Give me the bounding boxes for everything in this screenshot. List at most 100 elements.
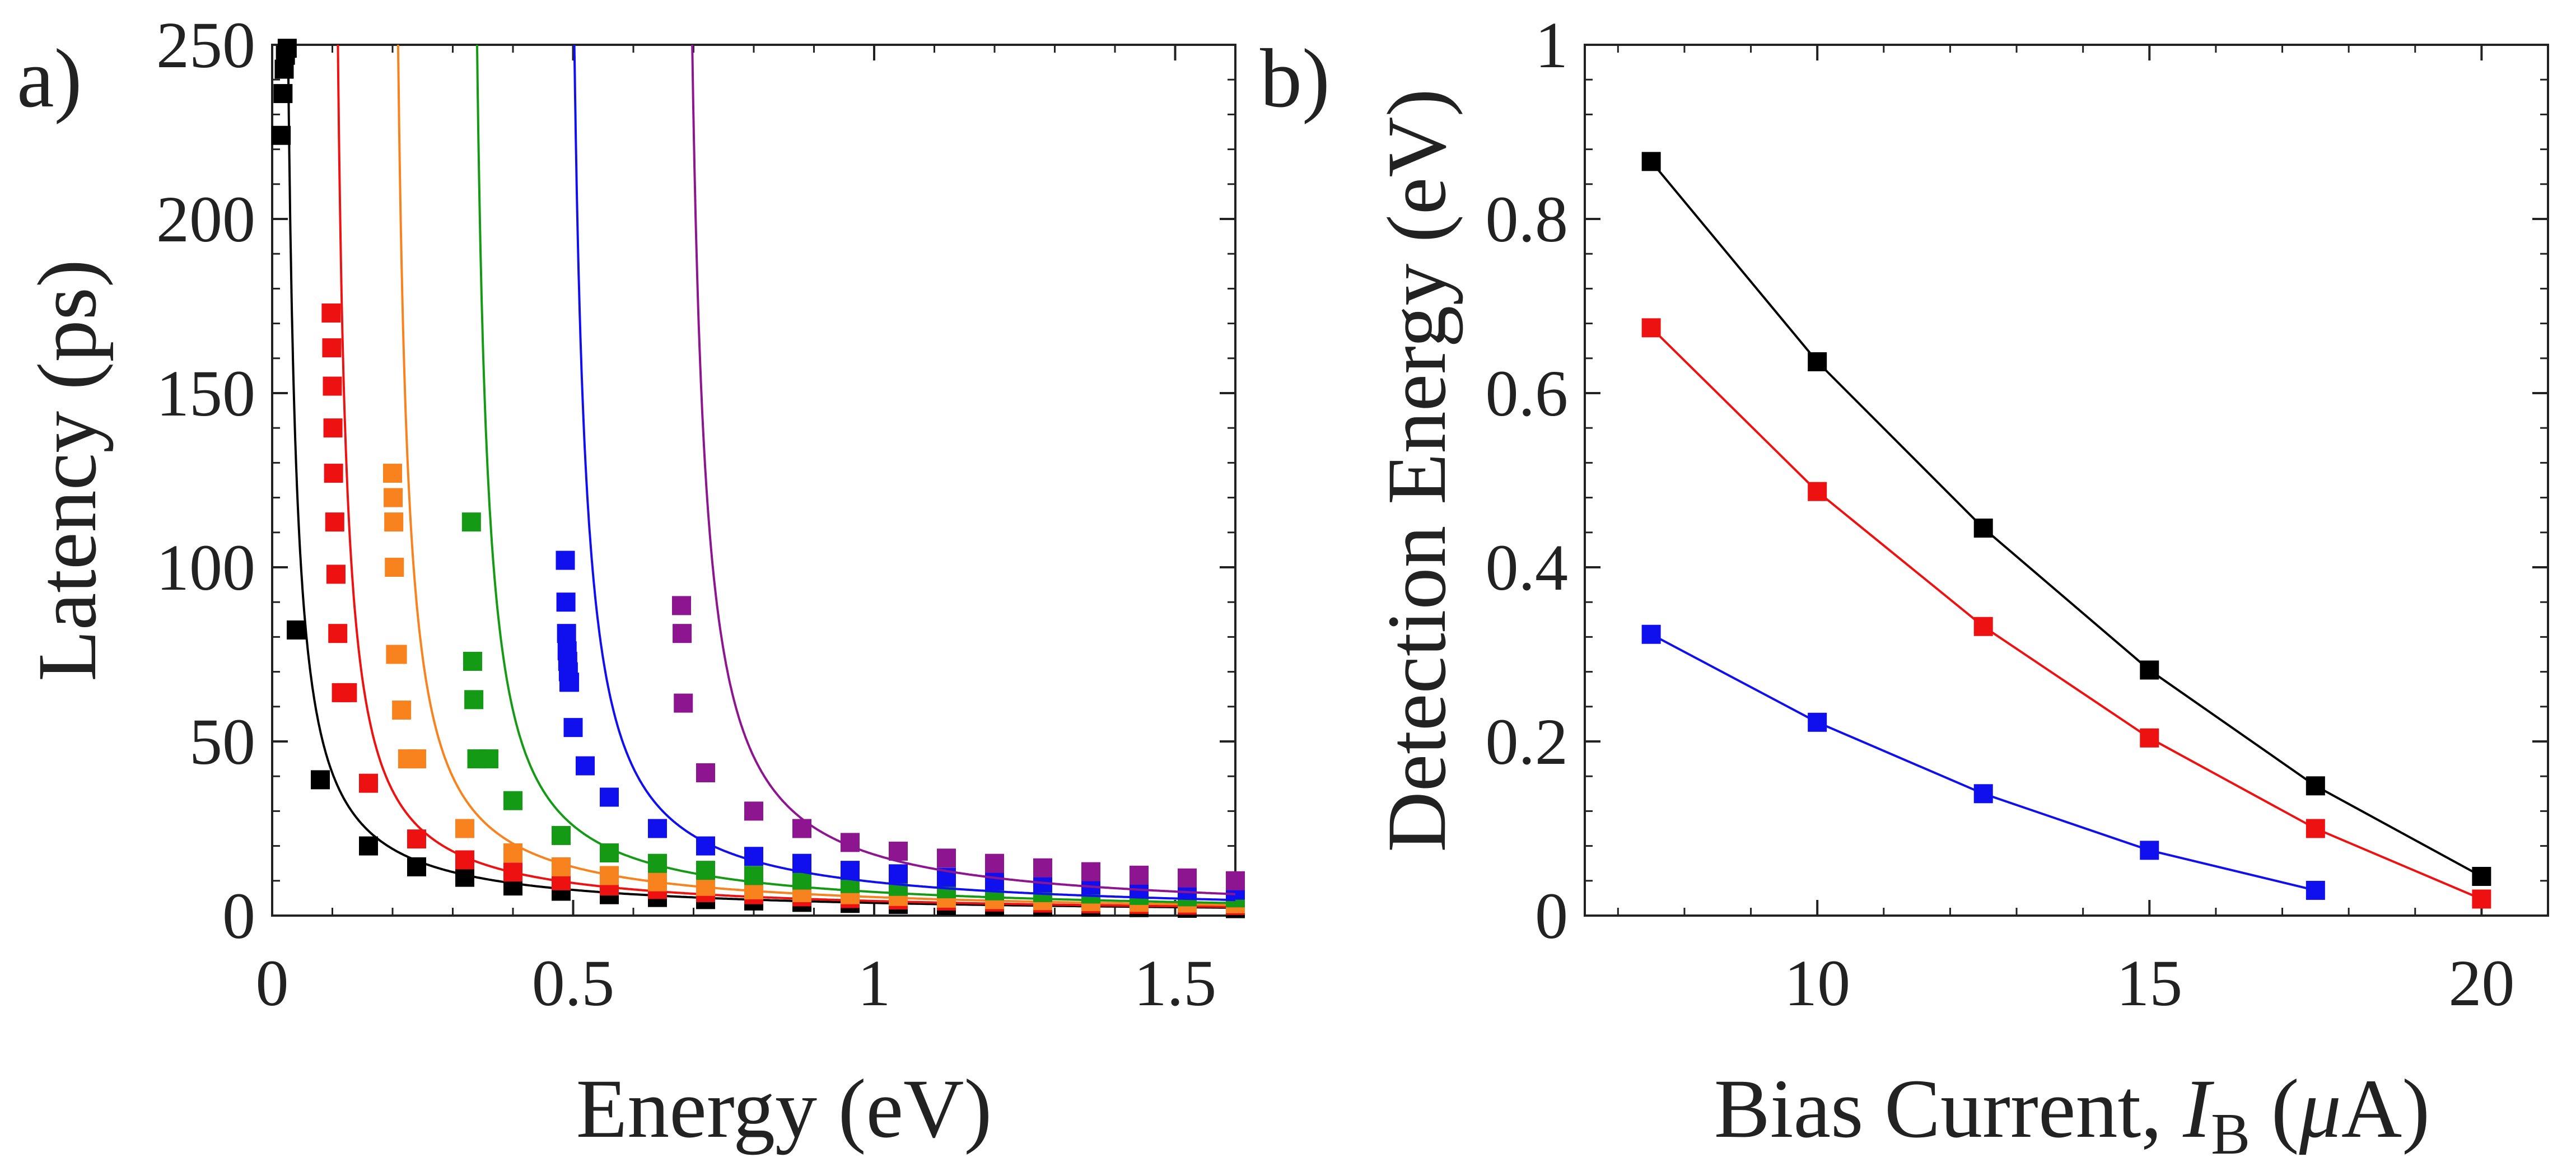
series-black-line bbox=[1650, 161, 2482, 878]
data-point-blue bbox=[557, 624, 576, 643]
data-point-blue bbox=[841, 861, 860, 880]
data-point-black bbox=[1641, 152, 1661, 171]
panel-b-x-tick-label: 20 bbox=[2448, 946, 2514, 1020]
data-point-blue bbox=[889, 864, 908, 884]
data-point-green bbox=[696, 861, 715, 880]
data-point-orange bbox=[407, 749, 426, 769]
data-point-black bbox=[2140, 660, 2159, 680]
data-point-purple bbox=[937, 848, 956, 868]
data-point-purple bbox=[1081, 862, 1100, 881]
data-point-black bbox=[1808, 352, 1827, 372]
data-point-purple bbox=[889, 841, 908, 861]
panel-a-y-tick-label: 150 bbox=[156, 357, 255, 430]
data-point-red bbox=[324, 464, 343, 483]
data-point-blue bbox=[1641, 624, 1661, 644]
data-point-black bbox=[359, 836, 378, 856]
series-blue-fit-line bbox=[573, 45, 1235, 902]
data-point-purple bbox=[1130, 865, 1149, 885]
panel-b-x-axis-title-unit-open: ( bbox=[2250, 1062, 2299, 1155]
data-point-purple bbox=[674, 693, 693, 713]
data-point-blue bbox=[744, 847, 763, 866]
data-point-red bbox=[338, 683, 357, 702]
data-point-red bbox=[2140, 728, 2159, 748]
panel-a-latency-vs-energy: 0 0.5 1 1.5 0 50 100 150 200 250 a) Energy (eV) L… bbox=[17, 8, 1245, 1155]
data-point-blue bbox=[2306, 880, 2325, 900]
panel-b-axes-frame bbox=[1584, 44, 2549, 917]
data-point-purple bbox=[672, 596, 691, 615]
data-point-black bbox=[272, 125, 291, 145]
data-point-black bbox=[2306, 776, 2325, 796]
data-point-purple bbox=[841, 833, 860, 852]
series-red-line bbox=[1650, 326, 2482, 900]
data-point-orange bbox=[388, 645, 407, 664]
panel-a-y-tick-label: 250 bbox=[156, 8, 255, 82]
data-point-black bbox=[311, 770, 330, 790]
data-point-blue bbox=[648, 819, 667, 838]
panel-b-x-axis-title-unit-close: A) bbox=[2341, 1062, 2430, 1155]
panel-a-y-axis-title: Latency (ps) bbox=[21, 259, 114, 682]
panel-b-x-axis-title: Bias Current, IB (μA) bbox=[1714, 1062, 2430, 1166]
data-point-green bbox=[648, 853, 667, 873]
data-point-green bbox=[744, 866, 763, 885]
data-point-red bbox=[359, 773, 378, 793]
data-point-blue bbox=[556, 592, 576, 612]
data-point-red bbox=[1808, 482, 1827, 501]
data-point-blue bbox=[1808, 712, 1827, 732]
panel-a-x-tick-label: 1.5 bbox=[1134, 946, 1217, 1020]
series-red-group bbox=[1641, 318, 2491, 909]
panel-b-y-tick-label: 0.8 bbox=[1486, 183, 1569, 256]
data-point-blue bbox=[576, 756, 595, 776]
data-point-red bbox=[321, 303, 341, 323]
data-point-purple bbox=[1226, 871, 1245, 890]
data-point-blue bbox=[2140, 841, 2159, 860]
panel-b-x-axis-title-subscript: B bbox=[2211, 1101, 2250, 1166]
panel-b-x-axis-title-main: Bias Current, bbox=[1714, 1062, 2183, 1155]
data-point-purple bbox=[985, 853, 1004, 873]
panel-a-label: a) bbox=[17, 32, 82, 125]
data-point-orange bbox=[503, 843, 522, 863]
data-point-blue bbox=[563, 718, 583, 738]
panel-a-x-tick-label: 0 bbox=[256, 946, 289, 1020]
data-point-purple bbox=[673, 624, 692, 643]
data-point-red bbox=[2306, 819, 2325, 838]
data-point-red bbox=[1641, 318, 1661, 338]
data-point-red bbox=[407, 829, 426, 849]
data-point-purple bbox=[696, 763, 715, 782]
data-point-green bbox=[600, 843, 619, 863]
data-point-orange bbox=[455, 819, 474, 838]
panel-b-y-tick-label: 1 bbox=[1535, 8, 1568, 82]
panel-a-x-axis-title: Energy (eV) bbox=[576, 1062, 992, 1155]
data-point-black bbox=[455, 867, 474, 887]
data-point-black bbox=[1973, 519, 1993, 538]
series-blue-group bbox=[1641, 624, 2325, 900]
data-point-purple bbox=[792, 819, 811, 838]
data-point-orange bbox=[383, 464, 402, 483]
panel-b-detection-energy-vs-bias: 10 15 20 0 0.2 0.4 0.6 0.8 1 b) Bias Current, IB… bbox=[1260, 8, 2549, 1166]
panel-a-y-tick-label: 100 bbox=[156, 531, 255, 604]
data-point-purple bbox=[1178, 868, 1197, 888]
data-point-black bbox=[273, 84, 293, 104]
panel-a-x-tick-label: 0.5 bbox=[532, 946, 615, 1020]
data-point-orange bbox=[648, 872, 667, 892]
data-point-orange bbox=[384, 512, 404, 532]
data-point-red bbox=[325, 512, 344, 532]
data-point-red bbox=[328, 624, 348, 643]
data-point-orange bbox=[384, 488, 403, 507]
data-point-orange bbox=[392, 701, 412, 720]
data-point-green bbox=[552, 825, 571, 845]
data-point-green bbox=[463, 651, 482, 671]
panel-b-x-axis-title-unit-symbol: μ bbox=[2299, 1062, 2341, 1155]
panel-a-y-tick-label: 200 bbox=[156, 183, 255, 256]
data-point-blue bbox=[696, 836, 715, 856]
data-point-black bbox=[277, 39, 297, 58]
data-point-blue bbox=[985, 871, 1004, 890]
panel-b-x-tick-label: 15 bbox=[2116, 946, 2182, 1020]
data-point-black bbox=[2472, 867, 2491, 886]
data-point-red bbox=[1973, 617, 1993, 636]
data-point-green bbox=[464, 690, 484, 710]
panel-b-y-tick-label: 0 bbox=[1535, 879, 1568, 953]
data-point-blue bbox=[1973, 784, 1993, 804]
data-point-blue bbox=[600, 787, 619, 807]
